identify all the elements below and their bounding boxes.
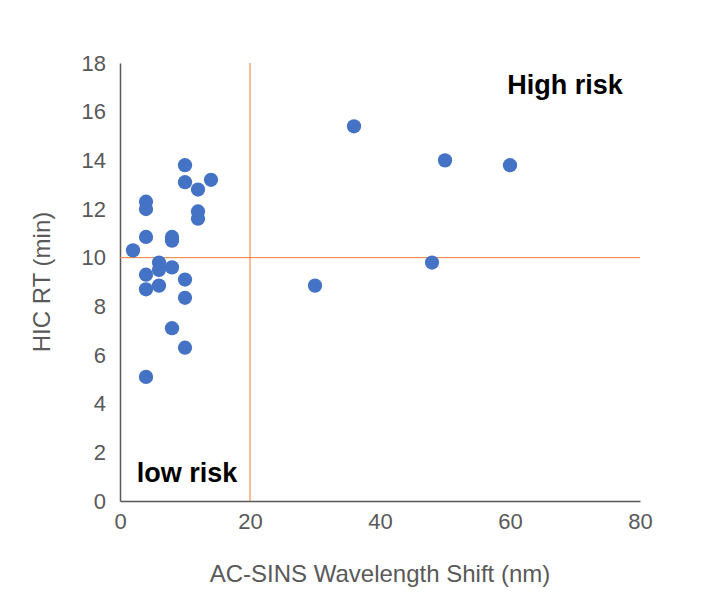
tick-label: 0 [94, 489, 106, 514]
point [438, 153, 452, 167]
point [139, 282, 153, 296]
x-axis-title: AC-SINS Wavelength Shift (nm) [210, 560, 551, 587]
tick: 60 [498, 501, 522, 534]
tick: 0 [94, 489, 120, 514]
tick-label: 20 [238, 509, 262, 534]
point [347, 119, 361, 133]
tick: 10 [82, 245, 120, 270]
tick: 12 [82, 197, 120, 222]
point [139, 202, 153, 216]
tick-label: 14 [82, 148, 106, 173]
point [152, 263, 166, 277]
tick-label: 18 [82, 51, 106, 76]
point [308, 279, 322, 293]
point [139, 370, 153, 384]
point [165, 260, 179, 274]
tick: 80 [628, 501, 652, 534]
tick-label: 4 [94, 391, 106, 416]
reference-line [120, 257, 640, 258]
tick: 14 [82, 148, 120, 173]
reference-line [250, 63, 251, 501]
point [178, 158, 192, 172]
point [139, 268, 153, 282]
point [126, 243, 140, 257]
tick-label: 40 [368, 509, 392, 534]
x-axis: 0 20 40 60 80 [114, 501, 652, 534]
plot-area [120, 63, 640, 501]
tick-label: 60 [498, 509, 522, 534]
tick-label: 80 [628, 509, 652, 534]
tick-label: 0 [114, 509, 126, 534]
chart: 0 20 40 60 80 0 2 4 6 8 10 12 14 16 18 AC-SINS Waveleng… [0, 0, 707, 613]
tick: 0 [114, 501, 126, 534]
point [178, 341, 192, 355]
tick: 16 [82, 99, 120, 124]
y-axis-title: HIC RT (min) [28, 212, 55, 352]
tick-label: 2 [94, 440, 106, 465]
tick: 18 [82, 51, 120, 76]
tick: 20 [238, 501, 262, 534]
point [178, 291, 192, 305]
tick-label: 8 [94, 294, 106, 319]
annotation: low risk [137, 458, 239, 488]
point [191, 182, 205, 196]
point [191, 212, 205, 226]
point [178, 175, 192, 189]
point [152, 279, 166, 293]
tick: 6 [94, 343, 120, 368]
point [165, 321, 179, 335]
tick-label: 12 [82, 197, 106, 222]
point [165, 233, 179, 247]
y-axis-line [120, 64, 122, 502]
tick: 40 [368, 501, 392, 534]
point [425, 255, 439, 269]
point [178, 272, 192, 286]
point [503, 158, 517, 172]
x-axis-line [121, 501, 641, 503]
point [204, 173, 218, 187]
annotation: High risk [507, 70, 624, 100]
point [139, 230, 153, 244]
tick-label: 10 [82, 245, 106, 270]
tick-label: 16 [82, 99, 106, 124]
tick-label: 6 [94, 343, 106, 368]
tick: 2 [94, 440, 120, 465]
y-axis: 0 2 4 6 8 10 12 14 16 18 [82, 51, 121, 514]
tick: 8 [94, 294, 120, 319]
tick: 4 [94, 391, 120, 416]
